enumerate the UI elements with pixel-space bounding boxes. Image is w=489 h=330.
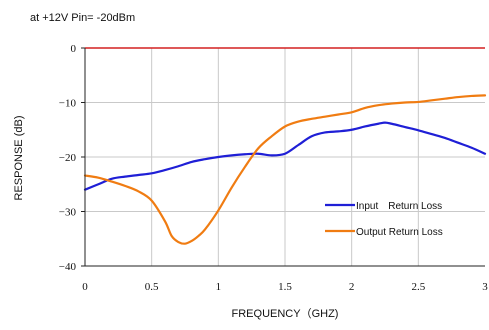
output-return-loss-line (83, 94, 487, 245)
y-tick-label: −20 (59, 152, 77, 164)
x-tick-label: 3 (482, 281, 488, 293)
x-tick-label: 0.5 (145, 281, 159, 293)
plot-frame (81, 47, 485, 267)
series-layer (83, 94, 487, 245)
x-tick-label: 2.5 (411, 281, 425, 293)
output-legend-label: Output Return Loss (356, 227, 443, 238)
legend: Input Return Loss Output Return Loss (325, 201, 443, 238)
x-axis-title: FREQUENCY（GHZ) (232, 307, 339, 320)
y-tick-label: −30 (59, 207, 77, 219)
y-tick-label: −10 (59, 98, 77, 110)
x-tick-label: 1 (216, 281, 222, 293)
input-legend-label: Input Return Loss (356, 201, 442, 212)
x-tick-label: 2 (349, 281, 355, 293)
tick-labels: 0 0.5 1 1.5 2 2.5 3 0 −10 −20 −30 −40 (59, 43, 488, 293)
y-tick-label: 0 (71, 43, 77, 55)
x-tick-label: 1.5 (278, 281, 292, 293)
subtitle: at +12V Pin= -20dBm (30, 12, 135, 24)
y-axis-title: RESPONSE (dB) (13, 116, 25, 201)
input-return-loss-line (83, 121, 487, 191)
x-tick-label: 0 (82, 281, 88, 293)
y-tick-label: −40 (59, 261, 77, 273)
